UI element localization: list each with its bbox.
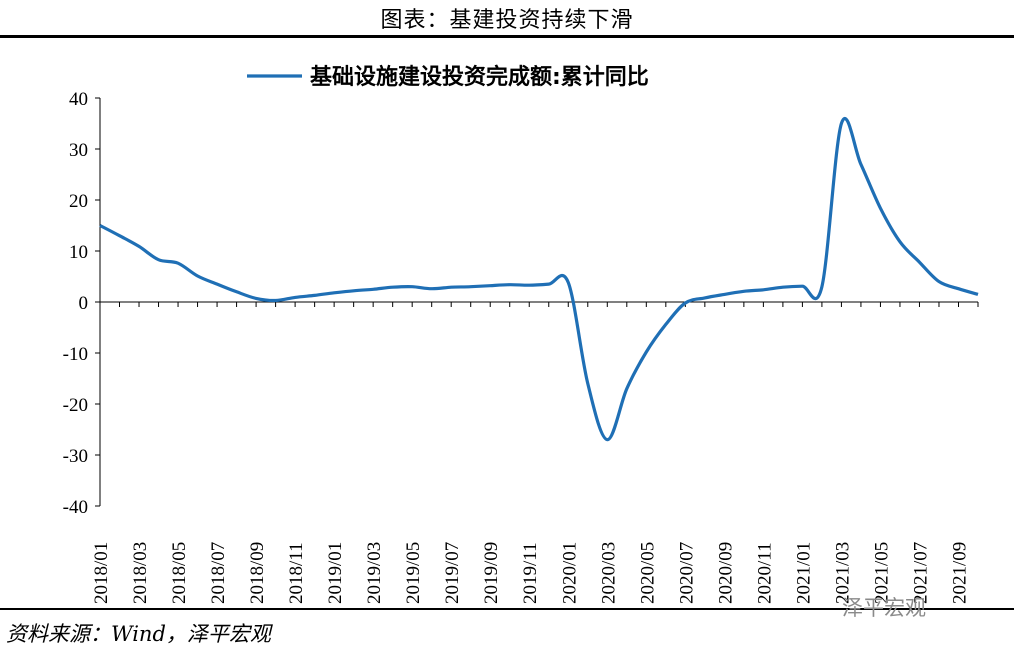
x-tick-label: 2018/09 bbox=[247, 542, 268, 604]
x-tick-label: 2021/07 bbox=[910, 542, 931, 604]
x-tick-label: 2021/03 bbox=[832, 542, 853, 604]
y-tick-label: 10 bbox=[69, 242, 88, 263]
x-tick-label: 2020/03 bbox=[598, 542, 619, 604]
x-tick-label: 2019/01 bbox=[325, 542, 346, 604]
x-tick-label: 2021/09 bbox=[949, 542, 970, 604]
y-tick-label: -20 bbox=[63, 395, 88, 416]
legend: 基础设施建设投资完成额:累计同比 bbox=[247, 64, 649, 90]
series-layer bbox=[99, 116, 979, 442]
x-tick-label: 2021/05 bbox=[871, 542, 892, 604]
y-tick-label: -10 bbox=[63, 344, 88, 365]
figure-title: 图表：基建投资持续下滑 bbox=[380, 8, 634, 33]
x-tick-label: 2018/01 bbox=[91, 542, 112, 604]
y-tick-label: 20 bbox=[69, 191, 88, 212]
series-line bbox=[99, 116, 979, 442]
x-tick-label: 2019/05 bbox=[403, 542, 424, 604]
y-tick-label: 40 bbox=[69, 89, 88, 110]
y-tick-label: 30 bbox=[69, 140, 88, 161]
x-tick-label: 2018/07 bbox=[208, 542, 229, 604]
y-tick-labels: 40 30 20 10 0 -10 -20 -30 -40 bbox=[63, 89, 88, 518]
y-tick-label: 0 bbox=[79, 293, 89, 314]
x-tick-label: 2020/09 bbox=[715, 542, 736, 604]
chart-axes bbox=[95, 97, 979, 507]
x-tick-label: 2020/01 bbox=[559, 542, 580, 604]
bottom-rule bbox=[0, 608, 1014, 610]
y-tick-label: -30 bbox=[63, 446, 88, 467]
x-tick-label: 2018/05 bbox=[169, 542, 190, 604]
x-tick-label: 2019/03 bbox=[364, 542, 385, 604]
legend-label: 基础设施建设投资完成额:累计同比 bbox=[310, 64, 649, 90]
x-tick-label: 2020/07 bbox=[676, 542, 697, 604]
x-tick-label: 2020/11 bbox=[754, 542, 775, 604]
x-tick-label: 2020/05 bbox=[637, 542, 658, 604]
x-tick-label: 2021/01 bbox=[793, 542, 814, 604]
x-tick-label: 2019/09 bbox=[481, 542, 502, 604]
x-tick-labels: 2018/01 2018/03 2018/05 2018/07 2018/09 2018/… bbox=[91, 542, 970, 604]
watermark-text: 泽平宏观 bbox=[842, 596, 926, 620]
y-tick-label: -40 bbox=[63, 497, 88, 518]
top-rule bbox=[0, 35, 1014, 38]
x-tick-label: 2018/11 bbox=[286, 542, 307, 604]
x-tick-label: 2018/03 bbox=[130, 542, 151, 604]
source-note: 资料来源：Wind，泽平宏观 bbox=[6, 622, 271, 646]
x-tick-label: 2019/07 bbox=[442, 542, 463, 604]
x-tick-label: 2019/11 bbox=[520, 542, 541, 604]
